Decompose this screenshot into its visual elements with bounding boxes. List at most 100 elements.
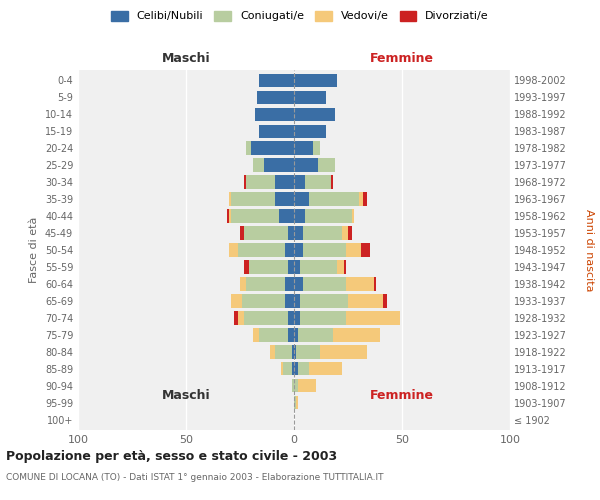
- Bar: [320, 346, 367, 358]
- Bar: [294, 176, 305, 188]
- Bar: [294, 108, 335, 121]
- Bar: [253, 158, 264, 172]
- Text: Maschi: Maschi: [161, 52, 211, 65]
- Bar: [346, 312, 400, 324]
- Bar: [257, 90, 294, 104]
- Bar: [302, 226, 341, 239]
- Bar: [275, 192, 294, 205]
- Bar: [229, 244, 238, 256]
- Bar: [247, 142, 251, 154]
- Bar: [292, 362, 294, 376]
- Bar: [229, 210, 232, 222]
- Bar: [296, 346, 320, 358]
- Bar: [318, 158, 335, 172]
- Bar: [244, 226, 287, 239]
- Bar: [287, 260, 294, 274]
- Bar: [248, 260, 287, 274]
- Y-axis label: Anni di nascita: Anni di nascita: [584, 209, 594, 291]
- Bar: [247, 278, 286, 290]
- Text: Popolazione per età, sesso e stato civile - 2003: Popolazione per età, sesso e stato civil…: [6, 450, 337, 463]
- Bar: [294, 328, 298, 342]
- Bar: [298, 362, 309, 376]
- Bar: [286, 294, 294, 308]
- Bar: [244, 176, 247, 188]
- Bar: [232, 192, 275, 205]
- Text: Femmine: Femmine: [370, 390, 434, 402]
- Bar: [275, 346, 292, 358]
- Bar: [294, 362, 298, 376]
- Bar: [294, 244, 302, 256]
- Bar: [240, 278, 247, 290]
- Bar: [294, 124, 326, 138]
- Bar: [344, 260, 346, 274]
- Bar: [374, 278, 376, 290]
- Bar: [238, 312, 244, 324]
- Bar: [341, 226, 348, 239]
- Bar: [259, 124, 294, 138]
- Bar: [294, 294, 301, 308]
- Bar: [294, 74, 337, 87]
- Bar: [346, 278, 374, 290]
- Bar: [301, 260, 337, 274]
- Bar: [363, 192, 367, 205]
- Bar: [233, 312, 238, 324]
- Bar: [253, 328, 259, 342]
- Bar: [298, 379, 316, 392]
- Bar: [294, 226, 302, 239]
- Bar: [313, 142, 320, 154]
- Bar: [251, 142, 294, 154]
- Text: Femmine: Femmine: [370, 52, 434, 65]
- Bar: [242, 294, 286, 308]
- Bar: [294, 396, 296, 409]
- Legend: Celibi/Nubili, Coniugati/e, Vedovi/e, Divorziati/e: Celibi/Nubili, Coniugati/e, Vedovi/e, Di…: [111, 10, 489, 22]
- Bar: [259, 328, 287, 342]
- Bar: [229, 192, 232, 205]
- Bar: [294, 192, 309, 205]
- Bar: [309, 362, 341, 376]
- Text: COMUNE DI LOCANA (TO) - Dati ISTAT 1° gennaio 2003 - Elaborazione TUTTITALIA.IT: COMUNE DI LOCANA (TO) - Dati ISTAT 1° ge…: [6, 472, 383, 482]
- Bar: [294, 158, 318, 172]
- Bar: [244, 260, 248, 274]
- Bar: [259, 74, 294, 87]
- Bar: [232, 294, 242, 308]
- Bar: [302, 244, 346, 256]
- Bar: [305, 176, 331, 188]
- Bar: [286, 244, 294, 256]
- Bar: [232, 210, 279, 222]
- Bar: [331, 176, 333, 188]
- Bar: [279, 210, 294, 222]
- Bar: [352, 210, 355, 222]
- Bar: [244, 312, 287, 324]
- Bar: [255, 108, 294, 121]
- Bar: [294, 379, 298, 392]
- Y-axis label: Fasce di età: Fasce di età: [29, 217, 39, 283]
- Bar: [333, 328, 380, 342]
- Bar: [292, 346, 294, 358]
- Bar: [283, 362, 292, 376]
- Bar: [292, 379, 294, 392]
- Text: Maschi: Maschi: [161, 390, 211, 402]
- Bar: [348, 294, 383, 308]
- Bar: [275, 176, 294, 188]
- Bar: [294, 278, 302, 290]
- Bar: [270, 346, 275, 358]
- Bar: [348, 226, 352, 239]
- Bar: [294, 142, 313, 154]
- Bar: [346, 244, 361, 256]
- Bar: [294, 346, 296, 358]
- Bar: [296, 396, 298, 409]
- Bar: [294, 260, 301, 274]
- Bar: [301, 294, 348, 308]
- Bar: [287, 312, 294, 324]
- Bar: [286, 278, 294, 290]
- Bar: [240, 226, 244, 239]
- Bar: [238, 244, 286, 256]
- Bar: [294, 312, 301, 324]
- Bar: [294, 90, 326, 104]
- Bar: [361, 244, 370, 256]
- Bar: [281, 362, 283, 376]
- Bar: [305, 210, 352, 222]
- Bar: [264, 158, 294, 172]
- Bar: [301, 312, 346, 324]
- Bar: [309, 192, 359, 205]
